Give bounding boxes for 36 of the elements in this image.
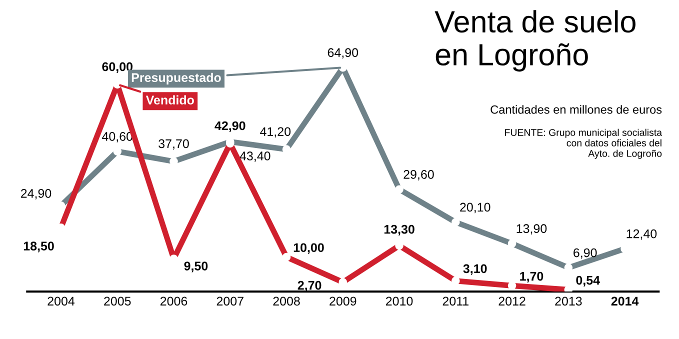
data-label: 12,40 bbox=[626, 229, 657, 240]
text: Presupuestado bbox=[132, 72, 221, 84]
data-label: 64,90 bbox=[328, 48, 358, 58]
data-label: 20,10 bbox=[460, 202, 490, 214]
x-tick-label: 2010 bbox=[386, 296, 413, 306]
data-label: 29,60 bbox=[404, 170, 434, 180]
x-tick-label: 2008 bbox=[273, 296, 300, 306]
data-label: 43,40 bbox=[240, 152, 270, 162]
data-label: 60,00 bbox=[102, 62, 132, 73]
x-tick-label: 2007 bbox=[216, 296, 244, 306]
chart-title: Venta de suelo en Logroño bbox=[434, 10, 636, 72]
data-label: 18,50 bbox=[24, 242, 54, 252]
x-tick-label: 2012 bbox=[498, 296, 526, 306]
data-label: 42,90 bbox=[214, 121, 246, 132]
data-label: 0,54 bbox=[576, 276, 600, 287]
data-label: 37,70 bbox=[158, 139, 189, 150]
data-label: 24,90 bbox=[20, 189, 52, 200]
x-tick-label: 2005 bbox=[104, 296, 131, 306]
series-label: Vendido bbox=[146, 95, 194, 104]
x-tick-label: 2014 bbox=[611, 296, 639, 306]
data-label: 2,70 bbox=[298, 280, 322, 292]
data-label: 10,00 bbox=[294, 243, 324, 254]
annotation: FUENTE: Grupo municipal socialista con datos oficiales del Ayto. de Logroño bbox=[505, 128, 662, 159]
x-tick-label: 2004 bbox=[48, 296, 75, 306]
data-label: 13,30 bbox=[384, 224, 414, 236]
data-label: 1,70 bbox=[520, 272, 544, 283]
x-tick-label: 2011 bbox=[442, 296, 468, 306]
x-tick-label: 2006 bbox=[160, 296, 188, 306]
data-label: 13,90 bbox=[516, 224, 547, 235]
data-label: 9,50 bbox=[184, 262, 208, 272]
data-label: 6,90 bbox=[574, 248, 597, 259]
data-label: 41,20 bbox=[260, 127, 291, 138]
data-label: 3,10 bbox=[463, 264, 487, 275]
text: Cantidades en millones de euros bbox=[490, 105, 662, 114]
x-tick-label: 2009 bbox=[330, 296, 356, 306]
x-tick-label: 2013 bbox=[555, 296, 582, 306]
